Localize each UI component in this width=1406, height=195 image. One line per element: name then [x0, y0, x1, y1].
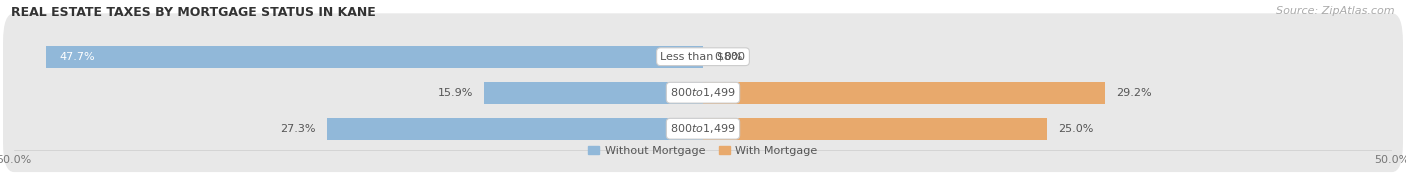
Bar — [484, 82, 703, 104]
Legend: Without Mortgage, With Mortgage: Without Mortgage, With Mortgage — [588, 146, 818, 156]
Text: 27.3%: 27.3% — [280, 124, 316, 134]
Bar — [326, 118, 703, 140]
Text: REAL ESTATE TAXES BY MORTGAGE STATUS IN KANE: REAL ESTATE TAXES BY MORTGAGE STATUS IN … — [11, 6, 375, 19]
FancyBboxPatch shape — [3, 49, 1403, 136]
Text: 25.0%: 25.0% — [1059, 124, 1094, 134]
Bar — [703, 82, 1105, 104]
Text: Source: ZipAtlas.com: Source: ZipAtlas.com — [1277, 6, 1395, 16]
Text: 29.2%: 29.2% — [1116, 88, 1152, 98]
Text: Less than $800: Less than $800 — [661, 52, 745, 62]
Text: 0.0%: 0.0% — [714, 52, 742, 62]
Text: $800 to $1,499: $800 to $1,499 — [671, 86, 735, 99]
Text: 15.9%: 15.9% — [437, 88, 472, 98]
Text: $800 to $1,499: $800 to $1,499 — [671, 122, 735, 135]
FancyBboxPatch shape — [3, 85, 1403, 172]
Text: 47.7%: 47.7% — [59, 52, 96, 62]
Bar — [46, 46, 703, 68]
FancyBboxPatch shape — [3, 13, 1403, 100]
Bar — [703, 118, 1047, 140]
